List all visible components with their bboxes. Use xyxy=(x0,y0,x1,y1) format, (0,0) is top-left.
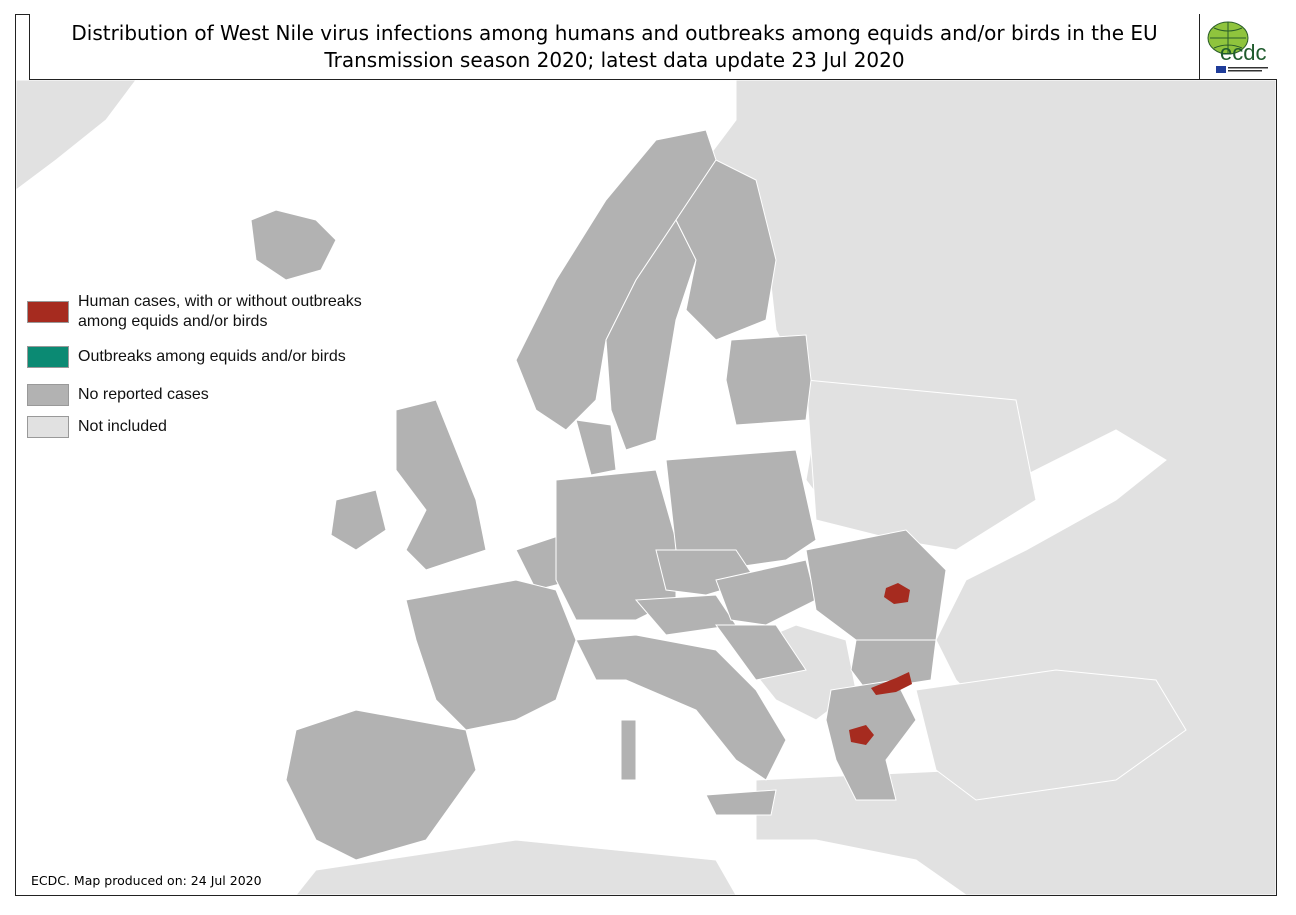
affected-area-romania xyxy=(884,583,910,604)
affected-area-greece-north xyxy=(871,672,912,695)
belarus-ukraine-region xyxy=(805,379,1037,551)
sweden xyxy=(605,219,697,451)
hungary-slovakia xyxy=(715,559,817,626)
north-africa xyxy=(295,839,737,895)
great-britain xyxy=(395,399,487,571)
ecdc-logo: ecdc xyxy=(1199,14,1277,80)
denmark xyxy=(575,419,617,476)
sicily xyxy=(705,789,777,816)
legend-swatch-light-grey xyxy=(27,416,69,438)
legend-label: Outbreaks among equids and/or birds xyxy=(78,348,346,365)
title-line-2: Transmission season 2020; latest data up… xyxy=(324,48,905,72)
germany xyxy=(555,469,677,621)
map-legend: Human cases, with or without outbreaks a… xyxy=(27,292,368,452)
legend-swatch-teal xyxy=(27,346,69,368)
legend-item-outbreaks: Outbreaks among equids and/or birds xyxy=(27,346,368,368)
ireland xyxy=(330,489,387,551)
legend-item-human-cases: Human cases, with or without outbreaks a… xyxy=(27,292,368,332)
legend-swatch-red xyxy=(27,301,69,323)
legend-label: No reported cases xyxy=(78,386,209,403)
human-case-areas xyxy=(849,583,912,745)
baltics xyxy=(725,334,812,426)
legend-item-no-cases: No reported cases xyxy=(27,384,368,406)
legend-item-not-included: Not included xyxy=(27,416,368,438)
turkey xyxy=(915,669,1187,801)
map-title: Distribution of West Nile virus infectio… xyxy=(29,14,1200,80)
finland xyxy=(675,159,777,341)
croatia-slovenia xyxy=(715,624,807,681)
legend-label: Not included xyxy=(78,418,167,435)
affected-area-greece-dot xyxy=(902,674,910,682)
romania xyxy=(805,529,947,641)
title-line-1: Distribution of West Nile virus infectio… xyxy=(71,21,1158,45)
greece xyxy=(825,679,917,801)
legend-swatch-grey xyxy=(27,384,69,406)
iberia xyxy=(285,709,477,861)
ecdc-globe-icon: ecdc xyxy=(1207,21,1268,73)
europe-map xyxy=(16,80,1276,895)
greenland xyxy=(16,80,137,191)
map-footer: ECDC. Map produced on: 24 Jul 2020 xyxy=(31,873,262,888)
france xyxy=(405,579,577,731)
sardinia-corsica xyxy=(620,719,637,781)
eu-countries-no-cases xyxy=(250,129,947,861)
legend-label: Human cases, with or without outbreaks a… xyxy=(78,293,362,330)
affected-area-greece-central xyxy=(849,725,874,745)
iceland xyxy=(250,209,337,281)
svg-text:ecdc: ecdc xyxy=(1220,40,1266,65)
italy xyxy=(575,634,787,781)
